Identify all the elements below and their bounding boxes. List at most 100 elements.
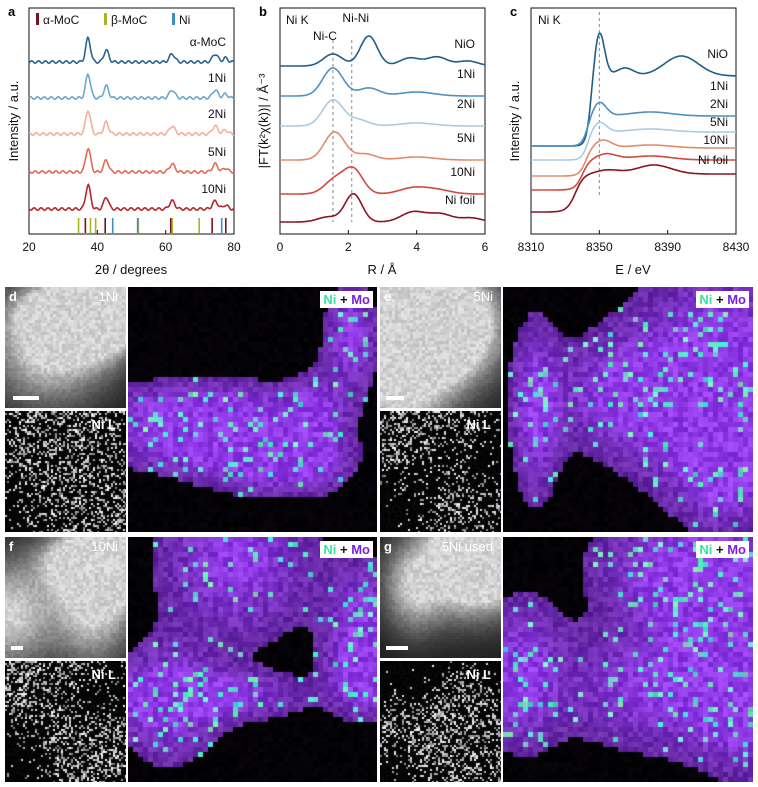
panel-a-series-1Ni: [28, 72, 235, 101]
panel-b-exafs-chart: b Ni K NiO 1Ni 2Ni 5Ni 10Ni Ni foil Ni-C Ni-Ni…: [256, 4, 489, 277]
panel-d-eds-label: Ni L: [91, 417, 116, 432]
panel-b-series-label: Ni foil: [445, 193, 475, 207]
panel-b-x-tick-label: 0: [277, 240, 284, 254]
panel-b-x-ticks: 0 2 4 6: [277, 230, 489, 254]
map-key-ni: Ni: [323, 542, 337, 557]
map-key-ni: Ni: [699, 542, 713, 557]
panel-c-series-1Ni: [531, 101, 736, 147]
panel-b-frame: [279, 7, 486, 235]
map-key-plus: +: [712, 292, 728, 307]
panel-b-series-label: 5Ni: [457, 131, 475, 145]
panel-c-y-axis-title: Intensity / a.u.: [507, 81, 522, 162]
panel-b-series-label: 10Ni: [450, 165, 475, 179]
panel-e-letter: e: [384, 289, 392, 304]
panel-b-letter: b: [259, 4, 267, 19]
panel-g-eds-label: Ni L: [466, 667, 491, 682]
panel-d-overlay-canvas: [128, 287, 377, 532]
panel-g-haadf-image: g 5Ni used: [380, 537, 501, 658]
panel-e-ni-eds-map: Ni L: [380, 411, 501, 532]
panel-d-ni-eds-canvas: [5, 411, 126, 532]
panel-b-series-1Ni: [280, 67, 485, 97]
panel-b-series-label: 1Ni: [457, 67, 475, 81]
panel-c-series-Ni foil: [531, 164, 736, 213]
panel-a-series-label: α-MoC: [190, 35, 227, 49]
panel-c-x-ticks: 8310 8350 8390 8430: [518, 230, 750, 254]
panel-c-series-10Ni: [531, 152, 736, 191]
panel-f-scale-bar: [11, 646, 23, 650]
panel-b-series-10Ni: [280, 165, 485, 195]
panel-b-title: Ni K: [286, 13, 309, 27]
panel-a-legend-swatch: [172, 13, 175, 25]
map-key-mo: Mo: [727, 292, 746, 307]
panel-a-series-5Ni: [28, 147, 235, 175]
panel-a-x-tick-label: 20: [22, 240, 36, 254]
panel-a-series-label: 10Ni: [201, 182, 226, 196]
panel-f-ni-mo-overlay-map: Ni + Mo: [128, 537, 377, 782]
panel-e-haadf-image: e 5Ni: [380, 287, 501, 408]
map-key-ni: Ni: [699, 292, 713, 307]
panel-g-sample-label: 5Ni used: [441, 539, 493, 554]
panel-a-x-tick-label: 60: [159, 240, 173, 254]
panel-c-x-tick-label: 8390: [654, 240, 681, 254]
panel-b-y-axis-title: |FT(k²χ(k))| / Å⁻³: [256, 73, 271, 168]
map-key-plus: +: [712, 542, 728, 557]
panel-c-series-label: Ni foil: [698, 153, 728, 167]
panel-a-legend-entry: Ni: [179, 13, 190, 27]
panel-a-legend: α-MoC β-MoC Ni: [36, 13, 190, 27]
panel-f-ni-eds-map: Ni L: [5, 661, 126, 782]
panel-g-scale-bar: [386, 646, 408, 650]
panel-a-series-label: 5Ni: [208, 145, 226, 159]
panel-g-overlay-canvas: [503, 537, 753, 782]
panel-e-ni-eds-canvas: [380, 411, 501, 532]
panel-f-map-key: Ni + Mo: [320, 541, 373, 558]
panel-f-letter: f: [9, 539, 14, 554]
panel-e-scale-bar: [386, 396, 404, 400]
panel-c-x-axis-title: E / eV: [615, 262, 651, 277]
panel-a-legend-swatch: [36, 13, 39, 25]
panel-e-sample-label: 5Ni: [473, 289, 493, 304]
panel-e-map-key: Ni + Mo: [696, 291, 749, 308]
panel-a-x-tick-label: 40: [91, 240, 105, 254]
map-key-mo: Mo: [351, 292, 370, 307]
panel-d-haadf-image: d 1Ni: [5, 287, 126, 408]
panel-g-haadf-canvas: [380, 537, 501, 658]
panel-b-series-labels: NiO 1Ni 2Ni 5Ni 10Ni Ni foil: [445, 37, 475, 207]
panel-g-ni-mo-overlay-map: Ni + Mo: [503, 537, 753, 782]
panel-b-series-5Ni: [280, 131, 485, 161]
panel-b-annotation: Ni-Ni: [342, 11, 369, 25]
panel-c-series-label: 2Ni: [710, 97, 728, 111]
panel-g-ni-eds-map: Ni L: [380, 661, 501, 782]
panel-c-series-label: 10Ni: [703, 133, 728, 147]
panel-d-letter: d: [9, 289, 17, 304]
panel-a-reference-ticks: [77, 218, 227, 233]
panel-e-overlay-canvas: [503, 287, 753, 532]
panel-a-y-axis-title: Intensity / a.u.: [6, 81, 21, 162]
panel-a-xrd-chart: a α-MoC β-MoC Ni α-MoC 1Ni 2Ni 5Ni 10Ni 20 40 60…: [6, 4, 241, 277]
panel-c-series-label: NiO: [707, 47, 728, 61]
panel-a-legend-entry: α-MoC: [43, 13, 80, 27]
panel-d-ni-mo-overlay-map: Ni + Mo: [128, 287, 377, 532]
panel-a-frame: [28, 7, 235, 235]
panel-e-ni-mo-overlay-map: Ni + Mo: [503, 287, 753, 532]
panel-a-series-label: 1Ni: [208, 71, 226, 85]
panel-c-series-label: 1Ni: [710, 79, 728, 93]
panel-d-sample-label: 1Ni: [98, 289, 118, 304]
panel-a-series-α-MoC: [28, 35, 235, 65]
panel-c-x-tick-label: 8350: [586, 240, 613, 254]
panel-a-x-ticks: 20 40 60 80: [22, 230, 241, 254]
panel-a-series-2Ni: [28, 110, 235, 137]
map-key-mo: Mo: [727, 542, 746, 557]
panel-a-series-label: 2Ni: [208, 107, 226, 121]
panel-b-x-tick-label: 2: [345, 240, 352, 254]
panel-g-letter: g: [384, 539, 392, 554]
panel-a-series: [28, 35, 235, 212]
panel-d-haadf-canvas: [5, 287, 126, 408]
panel-a-legend-swatch: [104, 13, 107, 25]
panel-d-scale-bar: [13, 396, 39, 400]
panel-b-series-Ni foil: [280, 193, 486, 223]
panel-c-series-5Ni: [531, 139, 736, 177]
panel-c-series-NiO: [531, 32, 736, 147]
panel-b-x-tick-label: 4: [413, 240, 420, 254]
map-key-plus: +: [336, 542, 352, 557]
